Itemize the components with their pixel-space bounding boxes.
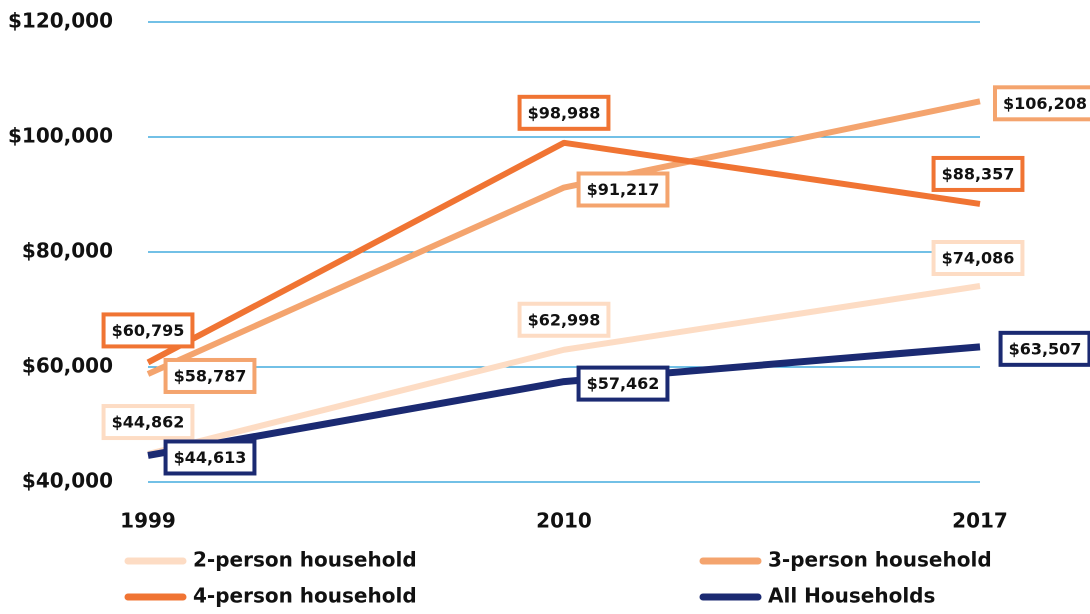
data-label: $98,988 — [517, 94, 611, 131]
y-tick-label: $120,000 — [8, 9, 113, 33]
y-tick-label: $100,000 — [8, 124, 113, 148]
series-line — [147, 283, 981, 457]
data-label-box — [998, 330, 1090, 367]
data-label: $63,507 — [998, 330, 1090, 367]
data-label: $106,208 — [992, 85, 1090, 122]
data-label: $62,998 — [517, 301, 611, 338]
data-label-text: $106,208 — [1003, 94, 1087, 113]
data-label-box — [163, 439, 257, 476]
x-tick-label: 1999 — [120, 509, 176, 533]
data-label: $58,787 — [163, 357, 257, 394]
x-tick-label: 2017 — [952, 509, 1008, 533]
data-label-box — [931, 240, 1025, 277]
data-label: $57,462 — [576, 365, 670, 402]
series-line — [146, 98, 981, 377]
data-label-text: $62,998 — [528, 310, 601, 329]
legend-label: 3-person household — [768, 548, 992, 572]
series-line — [147, 343, 981, 459]
data-label-box — [517, 94, 611, 131]
data-label-text: $91,217 — [587, 180, 660, 199]
x-tick-label: 2010 — [536, 509, 592, 533]
data-label-text: $44,862 — [112, 413, 185, 432]
data-label-box — [931, 155, 1025, 192]
data-label-box — [576, 171, 670, 208]
data-label: $74,086 — [931, 240, 1025, 277]
data-label-box — [576, 365, 670, 402]
y-tick-label: $80,000 — [22, 239, 113, 263]
data-label-box — [101, 404, 195, 441]
legend-label: 2-person household — [193, 548, 417, 572]
data-label-text: $63,507 — [1009, 339, 1082, 358]
data-label-box — [992, 85, 1090, 122]
data-label: $91,217 — [576, 171, 670, 208]
data-label-box — [101, 312, 195, 349]
data-label-text: $74,086 — [942, 249, 1015, 268]
data-label-text: $58,787 — [174, 366, 247, 385]
data-label-text: $98,988 — [528, 103, 601, 122]
data-label: $60,795 — [101, 312, 195, 349]
y-tick-label: $40,000 — [22, 469, 113, 493]
series-line — [146, 139, 981, 366]
data-label-text: $88,357 — [942, 164, 1015, 183]
legend-label: All Households — [768, 584, 935, 608]
data-label-text: $57,462 — [587, 374, 660, 393]
data-label: $44,613 — [163, 439, 257, 476]
data-label-box — [163, 357, 257, 394]
legend-label: 4-person household — [193, 584, 417, 608]
data-label: $44,862 — [101, 404, 195, 441]
y-tick-label: $60,000 — [22, 354, 113, 378]
data-label-text: $60,795 — [112, 321, 185, 340]
data-label-text: $44,613 — [174, 448, 247, 467]
data-label: $88,357 — [931, 155, 1025, 192]
data-label-box — [517, 301, 611, 338]
